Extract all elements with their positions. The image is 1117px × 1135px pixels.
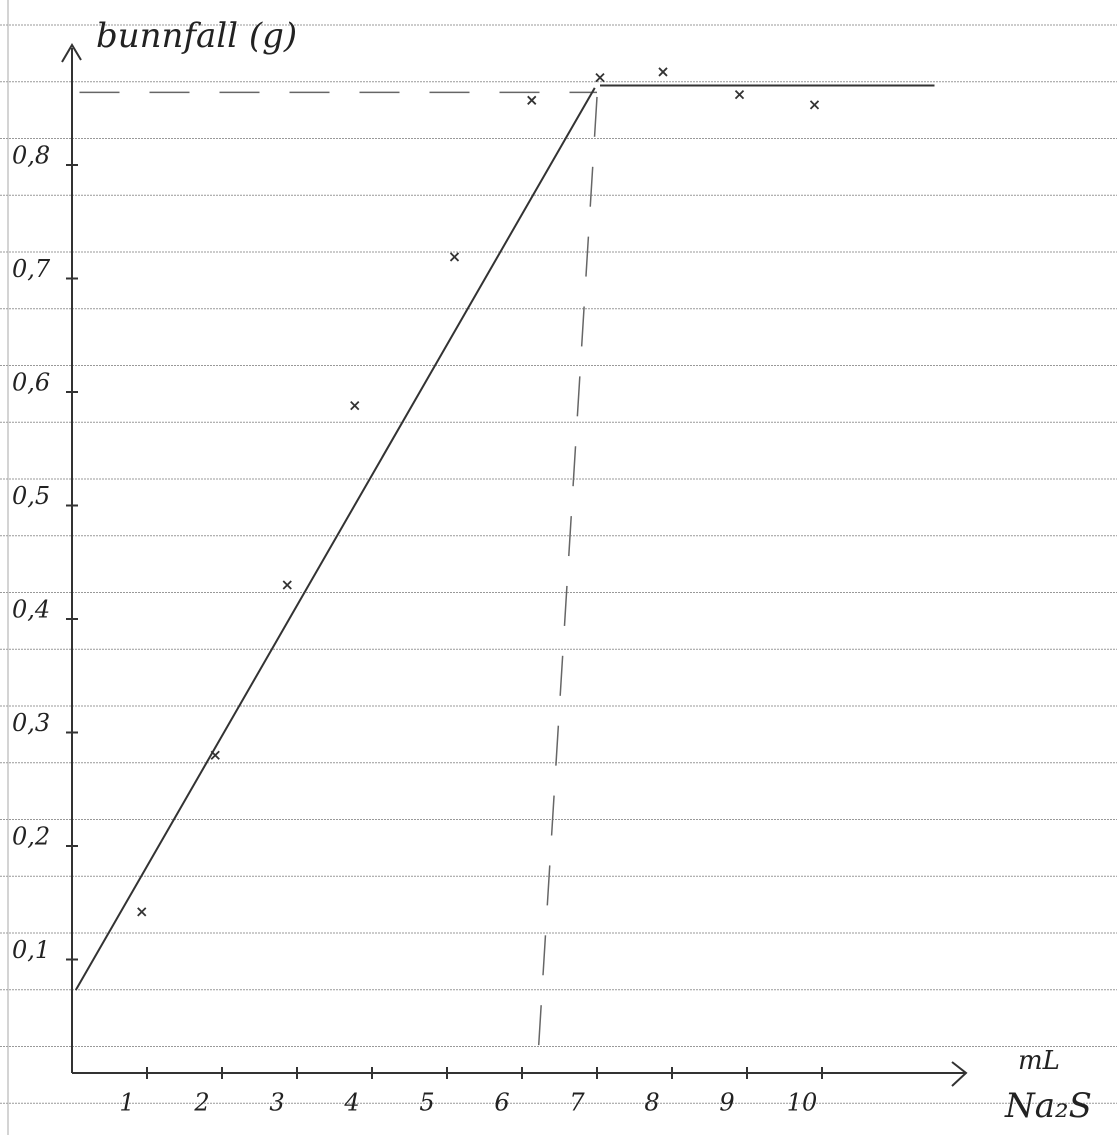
x-tick-label: 3 xyxy=(269,1089,284,1117)
fit-line xyxy=(76,88,595,990)
data-point xyxy=(596,74,604,82)
paper-ruling xyxy=(0,0,1117,1135)
page: {"chart_data": { "type": "scatter", "y_l… xyxy=(0,0,1117,1135)
x-tick-label: 10 xyxy=(787,1089,818,1117)
data-point xyxy=(283,581,291,589)
x-tick-label: 4 xyxy=(343,1089,359,1117)
data-point xyxy=(736,91,744,99)
x-tick-label: 1 xyxy=(119,1089,134,1117)
data-point xyxy=(138,908,146,916)
y-tick-label: 0,3 xyxy=(12,709,50,737)
y-axis-title: bunnfall (g) xyxy=(96,16,297,56)
x-tick-label: 7 xyxy=(569,1089,585,1117)
y-tick-label: 0,4 xyxy=(12,596,50,624)
y-tick-label: 0,8 xyxy=(12,142,50,170)
chart: bunnfall (g) mL Na₂S 0,1 0,2 0,3 0,4 0,5 0,6 0… xyxy=(0,0,1117,1135)
data-point xyxy=(351,402,359,410)
y-tick-label: 0,6 xyxy=(12,369,50,397)
guide-line xyxy=(537,97,597,1073)
x-tick-label: 5 xyxy=(419,1089,434,1117)
x-tick-label: 8 xyxy=(644,1089,659,1117)
y-tick-label: 0,2 xyxy=(12,823,50,851)
x-tick-label: 6 xyxy=(494,1089,509,1117)
y-tick-label: 0,1 xyxy=(12,936,50,964)
data-point xyxy=(528,96,536,104)
data-point xyxy=(811,101,819,109)
y-tick-label: 0,7 xyxy=(12,255,51,283)
x-tick-label: 9 xyxy=(719,1089,734,1117)
x-axis-unit: mL xyxy=(1018,1046,1060,1076)
x-tick-label: 2 xyxy=(193,1089,209,1117)
data-point xyxy=(451,253,459,261)
x-axis-title: Na₂S xyxy=(1004,1086,1092,1126)
y-tick-label: 0,5 xyxy=(12,482,50,510)
data-point xyxy=(659,68,667,76)
data-point xyxy=(211,751,219,759)
